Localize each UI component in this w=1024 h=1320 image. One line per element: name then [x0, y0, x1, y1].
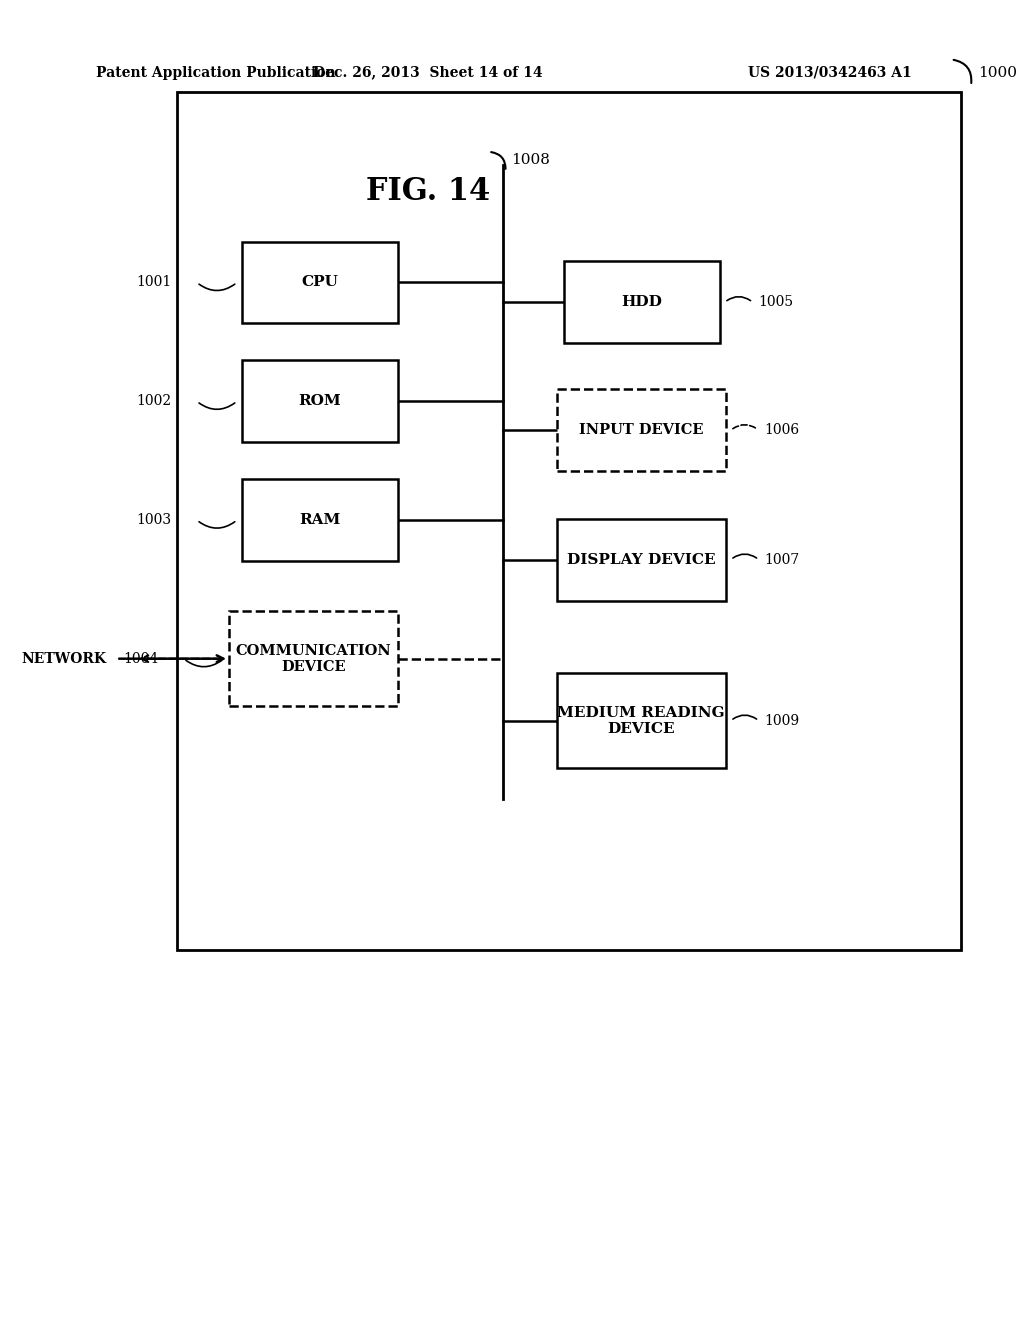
Text: MEDIUM READING
DEVICE: MEDIUM READING DEVICE: [557, 706, 725, 735]
Text: FIG. 14: FIG. 14: [366, 176, 490, 207]
Text: CPU: CPU: [301, 276, 338, 289]
FancyBboxPatch shape: [242, 242, 398, 323]
Text: 1002: 1002: [136, 395, 172, 408]
Text: ROM: ROM: [299, 395, 341, 408]
Text: DISPLAY DEVICE: DISPLAY DEVICE: [567, 553, 716, 566]
FancyBboxPatch shape: [229, 611, 398, 706]
Text: NETWORK: NETWORK: [22, 652, 106, 665]
FancyBboxPatch shape: [564, 261, 720, 343]
Text: 1005: 1005: [758, 296, 793, 309]
Text: Patent Application Publication: Patent Application Publication: [96, 66, 336, 79]
FancyBboxPatch shape: [557, 673, 726, 768]
FancyBboxPatch shape: [557, 519, 726, 601]
Text: COMMUNICATION
DEVICE: COMMUNICATION DEVICE: [236, 644, 391, 673]
Text: RAM: RAM: [299, 513, 341, 527]
Text: Dec. 26, 2013  Sheet 14 of 14: Dec. 26, 2013 Sheet 14 of 14: [313, 66, 543, 79]
FancyBboxPatch shape: [242, 479, 398, 561]
Text: 1000: 1000: [978, 66, 1017, 79]
Text: 1001: 1001: [136, 276, 172, 289]
FancyBboxPatch shape: [557, 389, 726, 471]
FancyBboxPatch shape: [242, 360, 398, 442]
Text: 1008: 1008: [512, 153, 550, 166]
Text: INPUT DEVICE: INPUT DEVICE: [579, 424, 703, 437]
Text: US 2013/0342463 A1: US 2013/0342463 A1: [749, 66, 912, 79]
Text: HDD: HDD: [622, 296, 663, 309]
Text: 1007: 1007: [764, 553, 799, 566]
Text: 1003: 1003: [136, 513, 172, 527]
Text: 1009: 1009: [764, 714, 799, 727]
Text: 1004: 1004: [123, 652, 159, 665]
Text: 1006: 1006: [764, 424, 799, 437]
FancyBboxPatch shape: [177, 92, 961, 950]
